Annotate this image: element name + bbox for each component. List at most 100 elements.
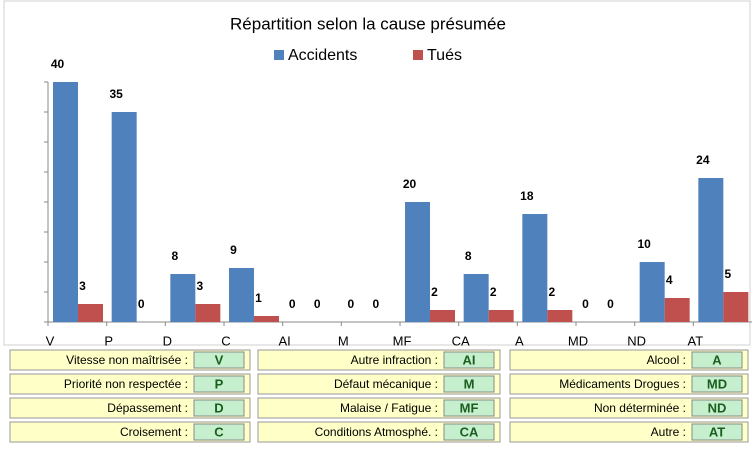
code-box [193,351,245,369]
bar [229,268,254,322]
code-box [691,375,743,393]
x-tick-label: M [338,333,349,348]
code-box [443,351,495,369]
code-value: AT [709,424,725,439]
bar [488,310,514,322]
code-label: Conditions Atmosphé. : [315,425,438,439]
bar [111,112,137,322]
code-cell [9,421,251,443]
code-label: Alcool : [647,353,686,367]
code-label: Dépassement : [107,401,188,415]
bar [698,178,724,322]
code-box [443,399,495,417]
data-label: 40 [51,57,65,71]
data-label: 0 [582,297,589,311]
data-label: 24 [696,153,710,167]
code-cell [9,397,251,419]
data-label: 0 [314,297,321,311]
chart-title: Répartition selon la cause présumée [230,14,506,33]
data-label: 18 [520,189,534,203]
data-label: 5 [724,267,731,281]
code-label: Autre : [651,425,686,439]
code-value: M [464,376,475,391]
data-label: 35 [109,87,123,101]
code-cell [257,349,501,371]
code-box [691,423,743,441]
data-label: 3 [196,279,203,293]
code-value: ND [708,400,727,415]
data-label: 0 [138,297,145,311]
bar [254,316,279,322]
code-value: A [712,352,722,367]
data-label: 0 [372,297,379,311]
bar [78,304,103,322]
x-tick-label: MD [568,333,588,348]
data-label: 8 [171,249,178,263]
data-label: 0 [347,297,354,311]
bar [53,82,78,322]
data-label: 8 [465,249,472,263]
code-label: Vitesse non maîtrisée : [66,353,188,367]
x-tick-label: V [46,333,55,348]
legend-label: Accidents [288,47,357,64]
data-label: 10 [637,237,651,251]
code-cell [257,397,501,419]
code-box [443,375,495,393]
code-value: V [215,352,224,367]
code-label: Médicaments Drogues : [559,377,686,391]
code-cell [509,349,749,371]
bar [723,292,749,322]
code-cell [257,421,501,443]
data-label: 2 [548,285,555,299]
code-value: D [214,400,223,415]
code-cell [509,421,749,443]
code-box [691,399,743,417]
code-cell [9,373,251,395]
data-label: 3 [79,279,86,293]
x-tick-label: A [515,333,524,348]
code-box [193,399,245,417]
bar [639,262,665,322]
code-label: Autre infraction : [351,353,438,367]
code-value: P [215,376,224,391]
x-tick-label: P [104,333,113,348]
x-tick-label: ND [627,333,646,348]
data-label: 0 [289,297,296,311]
x-tick-label: AI [279,333,291,348]
code-box [443,423,495,441]
legend-swatch [413,50,423,60]
x-tick-label: C [221,333,230,348]
bar [170,274,196,322]
code-cell [257,373,501,395]
x-tick-label: MF [393,333,412,348]
code-value: CA [460,424,479,439]
bar [405,202,430,322]
code-label: Malaise / Fatigue : [340,401,438,415]
data-label: 2 [490,285,497,299]
legend-label: Tués [427,47,462,64]
data-label: 4 [666,273,673,287]
code-cell [9,349,251,371]
code-value: MD [707,376,727,391]
x-tick-label: D [163,333,172,348]
data-label: 2 [431,285,438,299]
data-label: 1 [255,291,262,305]
code-box [193,375,245,393]
code-label: Non déterminée : [594,401,686,415]
legend-swatch [274,50,284,60]
bar [195,304,221,322]
code-label: Priorité non respectée : [64,377,188,391]
code-box [193,423,245,441]
data-label: 0 [607,297,614,311]
code-box [691,351,743,369]
bar [522,214,548,322]
x-tick-label: CA [452,333,470,348]
code-value: AI [463,352,476,367]
code-value: C [214,424,224,439]
data-label: 9 [230,243,237,257]
bar [664,298,690,322]
code-cell [509,397,749,419]
bar [463,274,489,322]
code-cell [509,373,749,395]
